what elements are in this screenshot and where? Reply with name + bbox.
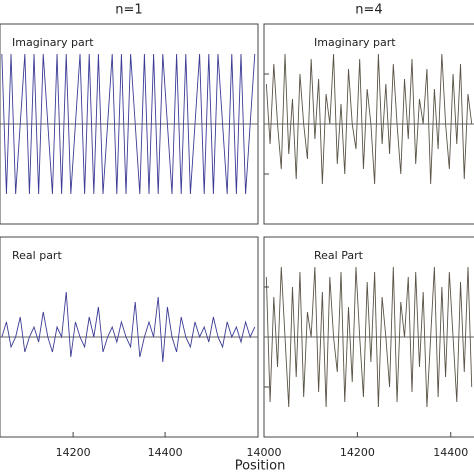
panel-title: n=4	[355, 3, 382, 18]
panel-annotation: Real Part	[314, 249, 364, 262]
x-tick-label: 14400	[148, 446, 183, 459]
panel-annotation: Imaginary part	[12, 36, 94, 49]
signal-line	[1, 54, 256, 194]
x-tick-label: 14400	[433, 446, 468, 459]
signal-line	[265, 266, 473, 408]
panel-annotation: Real part	[12, 249, 62, 262]
signal-line	[1, 291, 256, 363]
x-tick-label: 14000	[247, 446, 282, 459]
x-axis-label: Position	[235, 459, 286, 474]
panel-frame	[263, 23, 474, 225]
signal-line	[265, 53, 473, 185]
x-tick-label: 14200	[56, 446, 91, 459]
panel-frame	[263, 236, 474, 438]
panel-frame	[0, 236, 259, 438]
panel-annotation: Imaginary part	[314, 36, 396, 49]
panel-frame	[0, 23, 259, 225]
panel-title: n=1	[115, 3, 142, 18]
x-tick-label: 14200	[340, 446, 375, 459]
